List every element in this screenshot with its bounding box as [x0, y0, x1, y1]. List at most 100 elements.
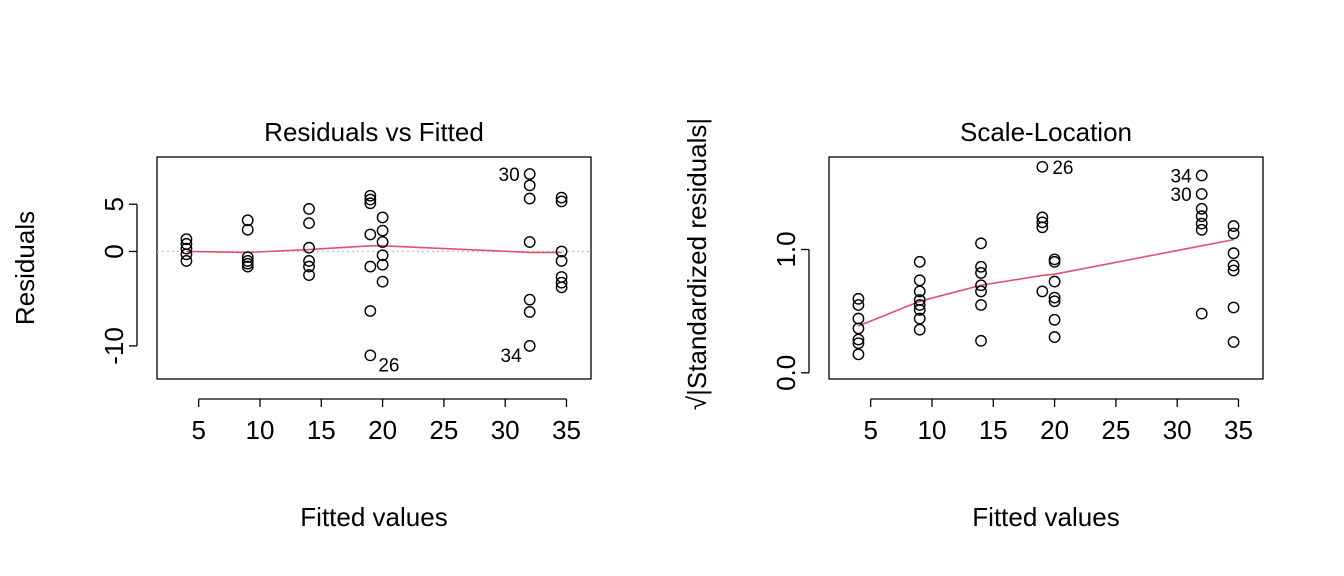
x-tick-label: 30 — [1163, 415, 1192, 445]
data-point — [555, 281, 568, 294]
data-point — [1036, 160, 1049, 173]
data-point — [1227, 264, 1240, 277]
y-tick-label: 5 — [99, 197, 129, 211]
chart-panel-1: Residuals vs Fitted 5 10 15 20 25 30 35 -10 0 5 Fit… — [10, 117, 592, 532]
data-point — [1036, 221, 1049, 234]
data-point — [180, 255, 193, 267]
data-point — [975, 260, 987, 273]
chart-title: Residuals vs Fitted — [264, 117, 484, 147]
data-point — [913, 304, 926, 316]
data-point — [852, 337, 865, 350]
data-point — [1227, 247, 1240, 260]
data-point — [975, 299, 987, 311]
data-point — [241, 255, 254, 267]
data-point — [180, 248, 193, 261]
data-point — [555, 195, 568, 208]
x-tick-label: 5 — [863, 415, 877, 445]
data-point — [555, 191, 568, 204]
data-point — [852, 312, 865, 325]
plot-frame — [828, 156, 1264, 380]
data-point — [1195, 202, 1208, 215]
data-point — [376, 224, 389, 237]
data-point — [523, 306, 536, 318]
data-point — [364, 228, 377, 241]
data-point — [975, 334, 987, 347]
y-tick-label: 1.0 — [771, 231, 801, 267]
data-point — [241, 260, 254, 273]
data-point — [523, 168, 536, 180]
data-point — [975, 279, 987, 292]
data-point — [523, 340, 536, 352]
y-axis-title: Residuals — [10, 211, 40, 325]
data-point — [555, 255, 568, 267]
data-point — [1195, 217, 1208, 230]
data-point — [364, 260, 377, 273]
data-point — [523, 192, 536, 205]
data-point — [364, 197, 377, 210]
chart-panel-2: Scale-Location 5 10 15 20 25 30 35 0.0 1.0 Fitted … — [682, 117, 1264, 532]
point-label: 34 — [501, 346, 523, 367]
data-point — [376, 258, 389, 271]
y-axis-title-text: |Standardized residuals| — [682, 118, 712, 396]
smoother-line — [858, 238, 1234, 327]
x-axis-title: Fitted values — [300, 502, 447, 532]
data-point — [1227, 336, 1240, 348]
y-axis-title-text: Residuals — [10, 211, 40, 325]
data-point — [364, 349, 377, 362]
data-point — [376, 236, 389, 248]
data-point — [376, 275, 389, 288]
data-point — [241, 223, 254, 236]
chart-title: Scale-Location — [960, 117, 1132, 147]
data-point — [1048, 295, 1061, 308]
point-label: 26 — [1052, 158, 1073, 179]
data-point — [1195, 307, 1208, 320]
data-point — [852, 299, 865, 311]
y-axis-title-prefix: √ — [682, 395, 712, 410]
point-label: 30 — [1171, 185, 1192, 206]
data-point — [852, 292, 865, 305]
plot-frame — [156, 156, 592, 380]
data-point — [1048, 275, 1061, 288]
data-point — [1195, 210, 1208, 223]
x-tick-label: 25 — [1101, 415, 1130, 445]
data-point — [975, 285, 987, 298]
y-axis-title: √|Standardized residuals| — [682, 118, 712, 410]
data-point — [1036, 216, 1049, 229]
data-point — [303, 255, 315, 267]
data-point — [913, 274, 926, 287]
data-point — [555, 276, 568, 289]
data-point — [180, 242, 193, 255]
x-tick-label: 25 — [429, 415, 458, 445]
x-tick-label: 20 — [368, 415, 397, 445]
data-point — [303, 217, 315, 230]
data-point — [523, 179, 536, 192]
data-point — [303, 260, 315, 273]
x-tick-label: 35 — [1224, 415, 1253, 445]
data-point — [1195, 169, 1208, 182]
x-tick-label: 5 — [191, 415, 205, 445]
data-point — [1227, 259, 1240, 272]
data-point — [241, 257, 254, 270]
y-tick-label: 0.0 — [771, 355, 801, 391]
data-point — [303, 269, 315, 281]
x-tick-label: 15 — [307, 415, 336, 445]
x-tick-label: 10 — [246, 415, 275, 445]
x-tick-label: 10 — [918, 415, 947, 445]
data-point — [376, 249, 389, 262]
data-point — [1227, 220, 1240, 232]
data-point — [913, 285, 926, 298]
data-point — [1048, 331, 1061, 343]
x-tick-label: 15 — [979, 415, 1008, 445]
data-point — [376, 211, 389, 224]
data-point — [303, 203, 315, 215]
point-label: 26 — [378, 355, 399, 376]
data-point — [180, 233, 193, 246]
data-point — [1195, 188, 1208, 200]
data-point — [523, 293, 536, 306]
x-tick-label: 35 — [552, 415, 581, 445]
data-point — [303, 241, 315, 254]
data-point — [852, 333, 865, 346]
data-point — [1227, 301, 1240, 314]
data-point — [1048, 255, 1061, 268]
data-point — [852, 322, 865, 335]
